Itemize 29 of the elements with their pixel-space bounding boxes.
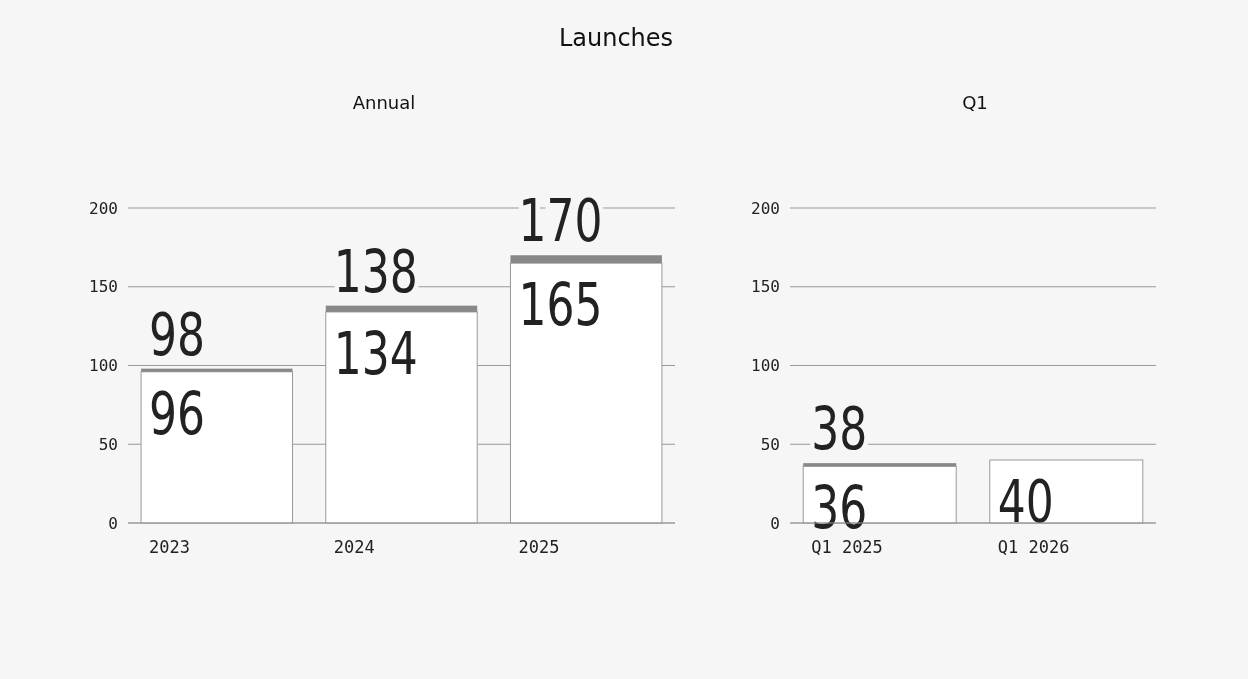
bar [141,368,293,372]
bar [325,305,478,312]
total-label: 98 [149,300,223,369]
data-label: 40 [997,468,1072,536]
chart-title: Q1 [962,92,988,113]
y-tick-label: 0 [108,513,118,533]
x-tick-label: Q1 2026 [997,537,1070,557]
y-tick-label: 50 [98,434,118,454]
y-tick-label: 100 [89,356,118,376]
x-tick-label: 2023 [149,537,191,557]
y-tick-label: 200 [751,198,780,218]
y-tick-label: 50 [760,434,780,454]
chart-title: Launches [558,24,674,52]
bar [803,463,957,467]
y-tick-label: 150 [89,277,118,297]
data-label: 134 [333,319,445,388]
x-tick-label: 2025 [518,537,560,557]
x-tick-label: 2024 [333,537,375,557]
y-tick-label: 0 [770,513,780,533]
total-label: 138 [333,237,445,306]
total-label: 38 [811,395,886,464]
bar [510,255,662,264]
y-tick-label: 200 [89,198,118,218]
chart-subtitle: Annual [352,92,416,113]
y-tick-label: 100 [751,356,780,376]
total-label: 170 [518,187,630,256]
y-tick-label: 150 [751,277,780,297]
data-label: 96 [149,379,223,448]
data-label: 165 [518,271,630,340]
